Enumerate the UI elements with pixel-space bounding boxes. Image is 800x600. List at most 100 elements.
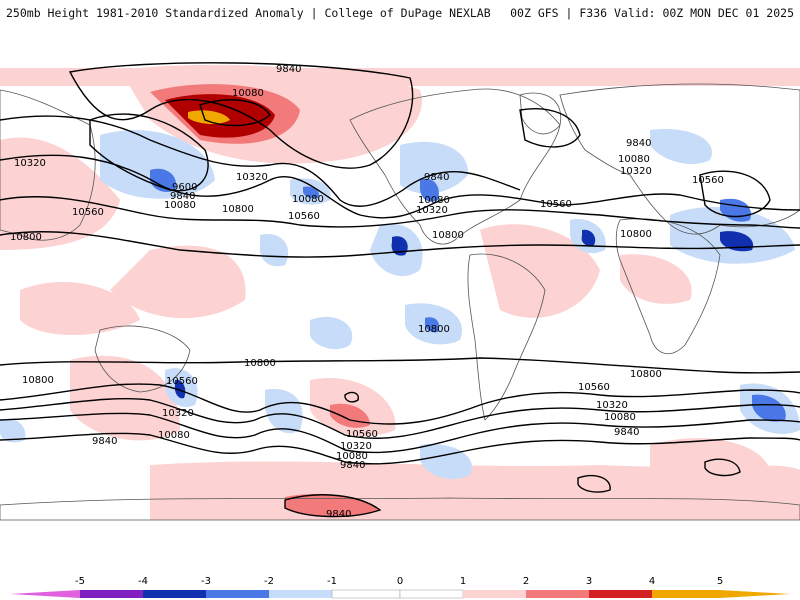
colorbar-seg-pos2: [526, 590, 589, 598]
contour-label: 10800: [10, 232, 42, 243]
header: 250mb Height 1981-2010 Standardized Anom…: [0, 0, 800, 40]
colorbar-tick-label: 3: [586, 576, 592, 587]
neg-pac-1: [100, 130, 215, 199]
neg-atl-b: [581, 229, 596, 246]
colorbar-seg-neg4: [80, 590, 143, 598]
neg-asia-c: [720, 231, 754, 252]
contour-10560-south: [0, 383, 800, 425]
contour-label: 10560: [540, 199, 572, 210]
contour-label: 10080: [604, 412, 636, 423]
contour-label: 9840: [276, 64, 301, 75]
contour-label: 10080: [418, 195, 450, 206]
colorbar-tick-label: 2: [523, 576, 529, 587]
contour-label: 9600: [172, 182, 197, 193]
contour-10800-north: [0, 231, 800, 258]
colorbar-tick-label: -2: [264, 576, 274, 587]
contour-10080-south: [0, 412, 800, 454]
contour-label: 10560: [72, 207, 104, 218]
coastlines: [0, 83, 800, 521]
contour-satl-loop: [577, 474, 611, 493]
colorbar: -5 -4 -3 -2 -1 0 1 2 3 4 5: [10, 576, 790, 599]
colorbar-arrow-low: [10, 590, 80, 598]
contour-label: 10320: [340, 441, 372, 452]
colorbar-tick-label: -4: [138, 576, 148, 587]
contour-label: 10320: [620, 166, 652, 177]
contour-label: 10800: [418, 324, 450, 335]
neg-npac-2b: [303, 186, 319, 199]
pos-band-north: [0, 68, 800, 86]
contour-label: 9840: [170, 191, 195, 202]
neg-spac-c: [265, 389, 303, 434]
height-contours: [0, 62, 800, 518]
model-valid-time: 00Z GFS | F336 Valid: 00Z MON DEC 01 202…: [510, 6, 794, 20]
colorbar-tick-label: 0: [397, 576, 403, 587]
pos-alaska-4: [188, 110, 230, 124]
contour-label: 9840: [614, 427, 639, 438]
contour-spac-loop: [344, 391, 359, 403]
colorbar-seg-zero-neg: [331, 589, 401, 599]
contour-label: 10800: [432, 230, 464, 241]
contour-label: 10800: [620, 229, 652, 240]
neg-aus-s-b: [752, 394, 786, 422]
pos-samer: [480, 224, 600, 318]
contour-label: 10320: [162, 408, 194, 419]
coast-north-america: [349, 88, 561, 245]
contour-label: 10800: [222, 204, 254, 215]
contour-10320-eur-ring: [699, 170, 771, 218]
map-title: 250mb Height 1981-2010 Standardized Anom…: [6, 6, 491, 20]
colorbar-seg-pos1: [463, 590, 526, 598]
colorbar-seg-pos3: [589, 590, 652, 598]
colorbar-tick-label: 5: [717, 576, 723, 587]
contour-label: 10800: [630, 369, 662, 380]
neg-spac-b: [174, 379, 186, 399]
anomaly-map: 9840 10080 10320 9600 9840 10080 10560 1…: [0, 40, 800, 560]
contour-9840-alaska-loop: [199, 99, 271, 127]
colorbar-seg-neg1: [269, 590, 332, 598]
colorbar-ticks: -5 -4 -3 -2 -1 0 1 2 3 4 5: [75, 576, 723, 587]
contour-10800-tropics: [0, 357, 800, 374]
contour-10320-npac: [0, 154, 800, 219]
pos-pac-trop: [110, 245, 246, 319]
colorbar-seg-neg2: [206, 590, 269, 598]
neg-na-b: [420, 178, 439, 202]
contour-label: 10800: [244, 358, 276, 369]
contour-label: 10080: [292, 194, 324, 205]
contour-label: 10080: [618, 154, 650, 165]
colorbar-tick-label: 4: [649, 576, 655, 587]
contour-label: 9840: [340, 460, 365, 471]
neg-trop-1: [310, 316, 353, 350]
colorbar-tick-label: -3: [201, 576, 211, 587]
neg-pac-3: [259, 234, 289, 267]
contour-label: 10080: [164, 200, 196, 211]
colorbar-segments: [10, 589, 790, 599]
contour-label: 10080: [232, 88, 264, 99]
contour-sind-loop: [704, 458, 741, 477]
colorbar-tick-label: -5: [75, 576, 85, 587]
contour-label: 9840: [326, 509, 351, 520]
contour-label: 10320: [236, 172, 268, 183]
contour-10320-south: [0, 397, 800, 439]
contour-label: 10560: [578, 382, 610, 393]
neg-pac-1b: [150, 168, 176, 192]
contour-label: 10080: [336, 451, 368, 462]
colorbar-tick-label: -1: [327, 576, 337, 587]
contour-10560-npac: [0, 196, 800, 229]
contour-label: 9840: [424, 172, 449, 183]
contour-9840-npac: [68, 62, 414, 169]
contour-label: 10560: [166, 376, 198, 387]
colorbar-arrow-high: [720, 590, 790, 598]
contour-9840-ant-loop: [284, 494, 382, 518]
neg-trop-2b: [424, 317, 440, 333]
negative-anomaly-shading: [0, 129, 800, 480]
contour-label: 10800: [22, 375, 54, 386]
contour-label: 10320: [416, 205, 448, 216]
colorbar-tick-label: 1: [460, 576, 466, 587]
contour-label: 9840: [626, 138, 651, 149]
contour-label: 10560: [692, 175, 724, 186]
neg-eur: [650, 129, 712, 165]
pos-africa: [620, 254, 692, 304]
coast-eurasia: [559, 83, 800, 235]
contour-label: 10320: [14, 158, 46, 169]
contour-labels: 9840 10080 10320 9600 9840 10080 10560 1…: [10, 64, 724, 520]
contour-label: 10320: [596, 400, 628, 411]
